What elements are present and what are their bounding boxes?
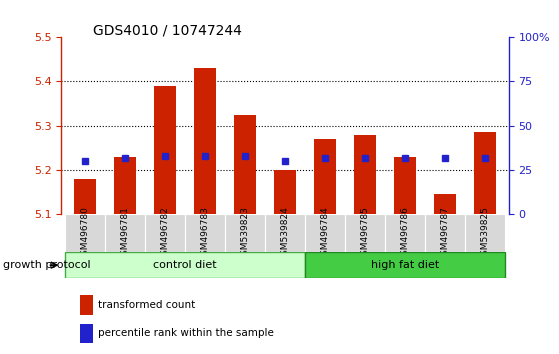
Bar	[434, 194, 456, 214]
Text: high fat diet: high fat diet	[371, 260, 439, 270]
Text: control diet: control diet	[154, 260, 217, 270]
Bar	[74, 179, 96, 214]
Text: GSM496781: GSM496781	[121, 206, 130, 261]
FancyBboxPatch shape	[65, 252, 305, 278]
Text: GSM496783: GSM496783	[201, 206, 210, 261]
Bar	[195, 68, 216, 214]
FancyBboxPatch shape	[225, 214, 265, 253]
FancyBboxPatch shape	[65, 214, 106, 253]
Text: GSM539824: GSM539824	[281, 206, 290, 261]
Text: GSM539825: GSM539825	[480, 206, 489, 261]
FancyBboxPatch shape	[385, 214, 425, 253]
Bar	[314, 139, 336, 214]
Bar	[80, 295, 93, 315]
FancyBboxPatch shape	[265, 214, 305, 253]
FancyBboxPatch shape	[345, 214, 385, 253]
Bar	[394, 156, 416, 214]
Bar	[354, 135, 376, 214]
FancyBboxPatch shape	[106, 214, 145, 253]
Text: growth protocol: growth protocol	[3, 260, 91, 270]
Bar	[234, 115, 256, 214]
FancyBboxPatch shape	[465, 214, 505, 253]
Bar	[274, 170, 296, 214]
Text: GSM496780: GSM496780	[81, 206, 90, 261]
FancyBboxPatch shape	[145, 214, 185, 253]
FancyBboxPatch shape	[305, 252, 505, 278]
FancyBboxPatch shape	[185, 214, 225, 253]
Text: percentile rank within the sample: percentile rank within the sample	[98, 329, 274, 338]
Text: GSM496786: GSM496786	[400, 206, 409, 261]
Bar	[115, 156, 136, 214]
Bar	[154, 86, 176, 214]
Text: GSM496784: GSM496784	[320, 206, 329, 261]
FancyBboxPatch shape	[425, 214, 465, 253]
Text: GSM496785: GSM496785	[361, 206, 369, 261]
Text: transformed count: transformed count	[98, 300, 196, 310]
Text: GSM539823: GSM539823	[241, 206, 250, 261]
Bar	[80, 324, 93, 343]
FancyBboxPatch shape	[305, 214, 345, 253]
Text: GSM496782: GSM496782	[161, 206, 170, 261]
Text: GDS4010 / 10747244: GDS4010 / 10747244	[93, 23, 242, 37]
Text: GSM496787: GSM496787	[440, 206, 449, 261]
Bar	[473, 132, 496, 214]
